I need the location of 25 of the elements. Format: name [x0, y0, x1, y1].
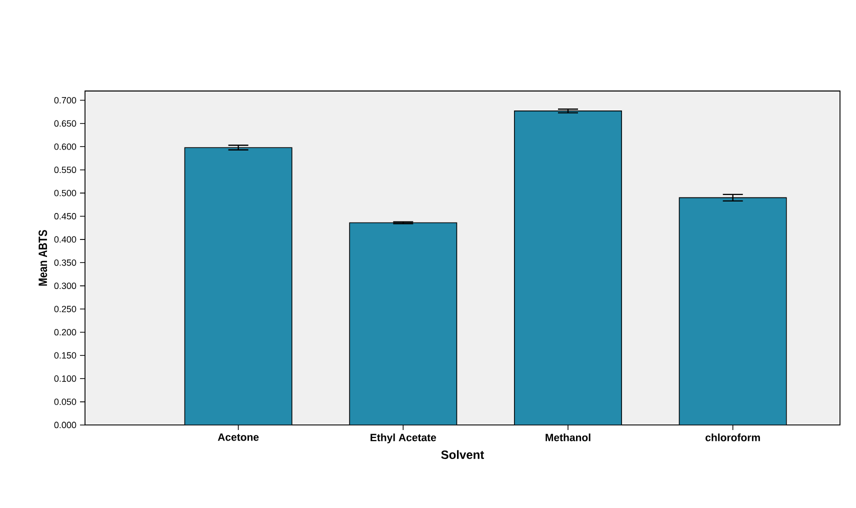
y-tick-label: 0.400 — [54, 236, 76, 243]
y-tick-label: 0.600 — [54, 143, 76, 150]
x-tick-label: Methanol — [546, 434, 590, 442]
y-tick-label: 0.150 — [54, 352, 76, 359]
y-tick-label: 0.700 — [54, 97, 76, 104]
x-tick-label: chloroform — [706, 434, 760, 442]
bar — [678, 197, 787, 425]
y-tick-label: 0.650 — [54, 120, 76, 127]
x-axis-title: Solvent — [441, 450, 484, 459]
y-tick-label: 0.300 — [54, 282, 76, 290]
y-tick-label: 0.050 — [54, 398, 76, 405]
y-tick-label: 0.550 — [54, 166, 76, 174]
x-tick-label: Acetone — [218, 434, 259, 441]
y-tick-label: 0.250 — [54, 306, 76, 312]
bar — [349, 222, 458, 425]
y-tick-label: 0.200 — [54, 329, 76, 336]
y-tick-label: 0.500 — [54, 190, 76, 196]
bar — [514, 110, 622, 425]
y-tick-label: 0.000 — [54, 422, 76, 428]
y-axis-title: Mean ABTS — [38, 230, 48, 286]
y-tick-label: 0.350 — [54, 259, 76, 266]
bar — [184, 147, 292, 425]
y-tick-label: 0.100 — [54, 375, 76, 382]
y-tick-label: 0.450 — [54, 213, 76, 220]
x-tick-label: Ethyl Acetate — [370, 434, 436, 444]
